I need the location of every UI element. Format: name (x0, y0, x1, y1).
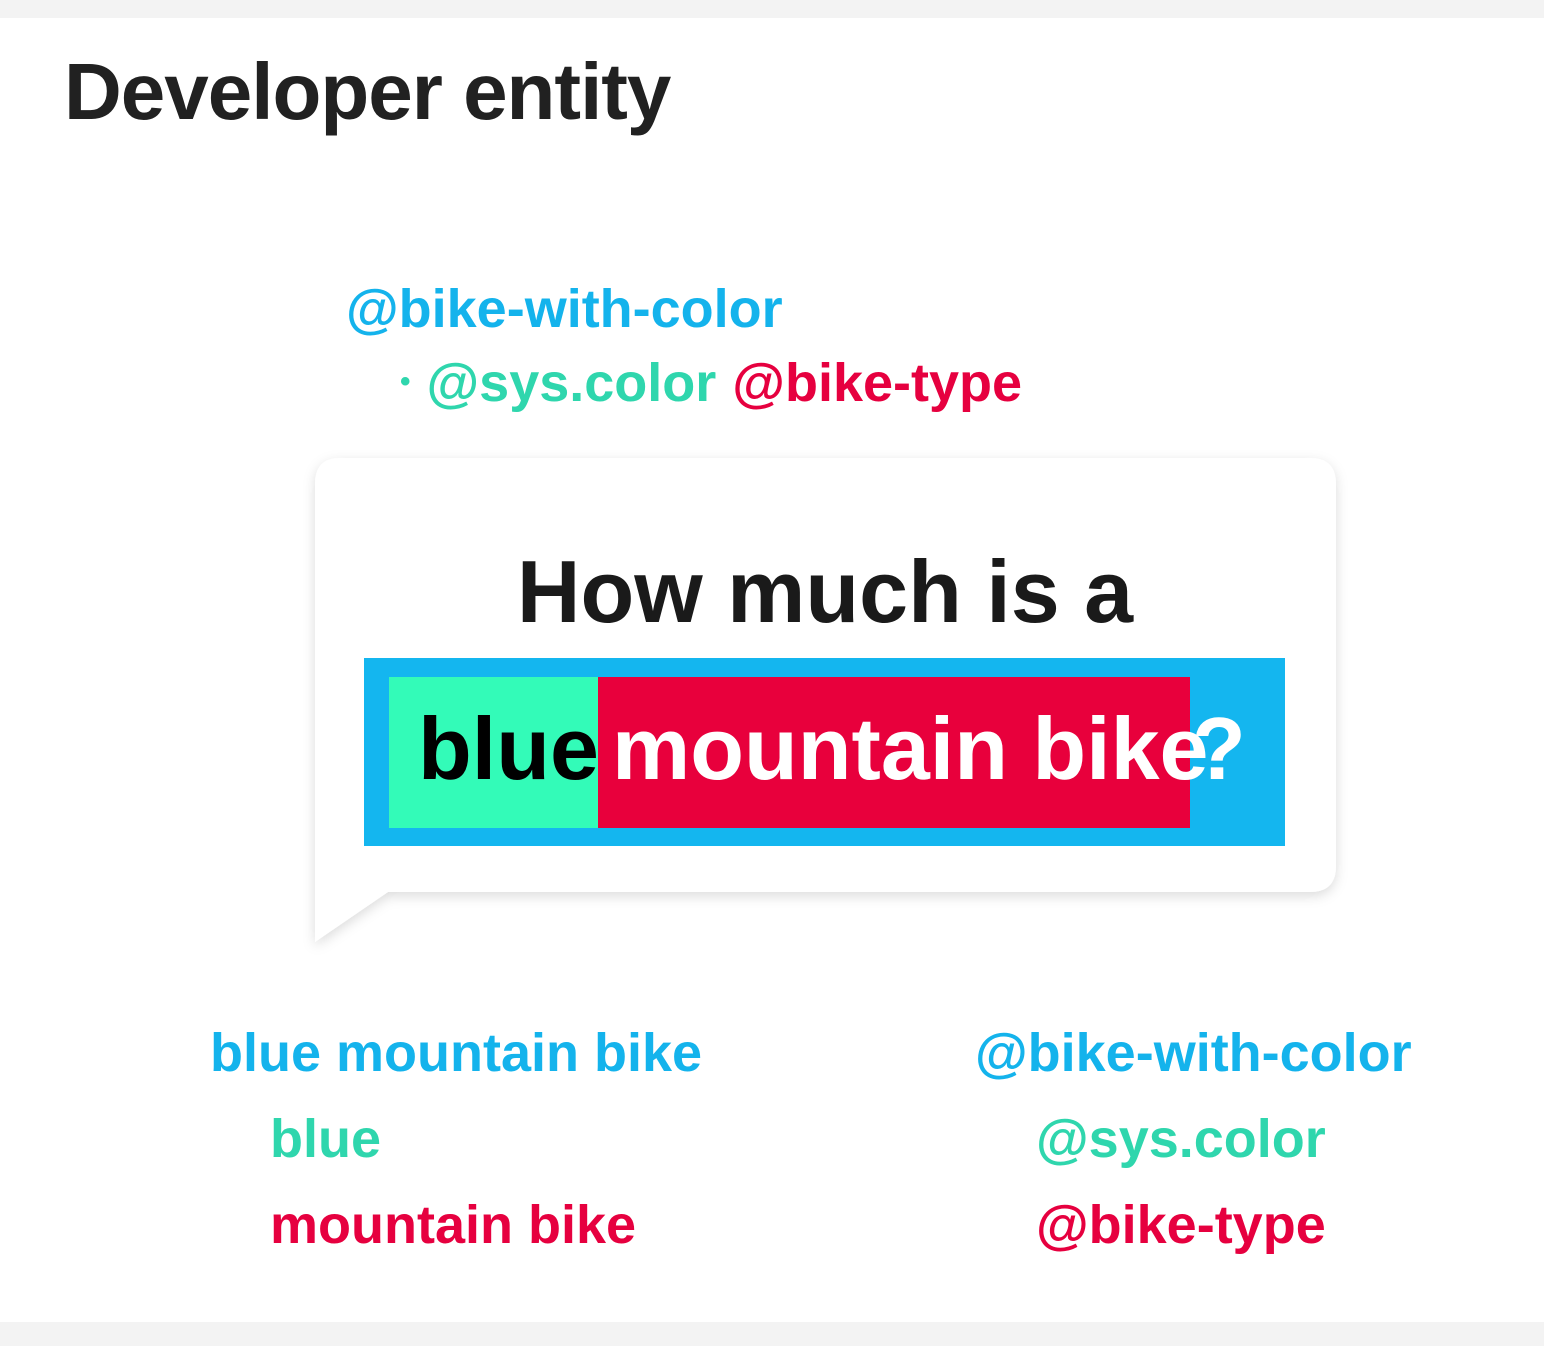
value-color: blue (270, 1109, 382, 1169)
highlight-word-color: blue (418, 699, 599, 798)
top-shade (0, 0, 1544, 18)
bullet: • (400, 365, 411, 398)
definition-entity-name: @bike-with-color (346, 279, 783, 339)
page-title: Developer entity (64, 47, 671, 136)
definition-part-color: @sys.color (426, 353, 717, 413)
bottom-shade (0, 1322, 1544, 1346)
question-mark: ? (1192, 699, 1246, 798)
value-type: mountain bike (270, 1195, 637, 1255)
type-entity-highlight (598, 677, 1190, 828)
definition-part-type: @bike-type (732, 353, 1023, 413)
value-full: blue mountain bike (210, 1023, 703, 1083)
entity-color: @sys.color (1036, 1109, 1326, 1169)
entity-full: @bike-with-color (975, 1023, 1412, 1083)
color-entity-highlight (389, 677, 599, 828)
definition-parts-row: • @sys.color @bike-type (400, 356, 1022, 410)
question-text: How much is a (516, 542, 1134, 641)
entity-type: @bike-type (1036, 1195, 1326, 1255)
highlight-word-type: mountain bike (612, 699, 1209, 798)
